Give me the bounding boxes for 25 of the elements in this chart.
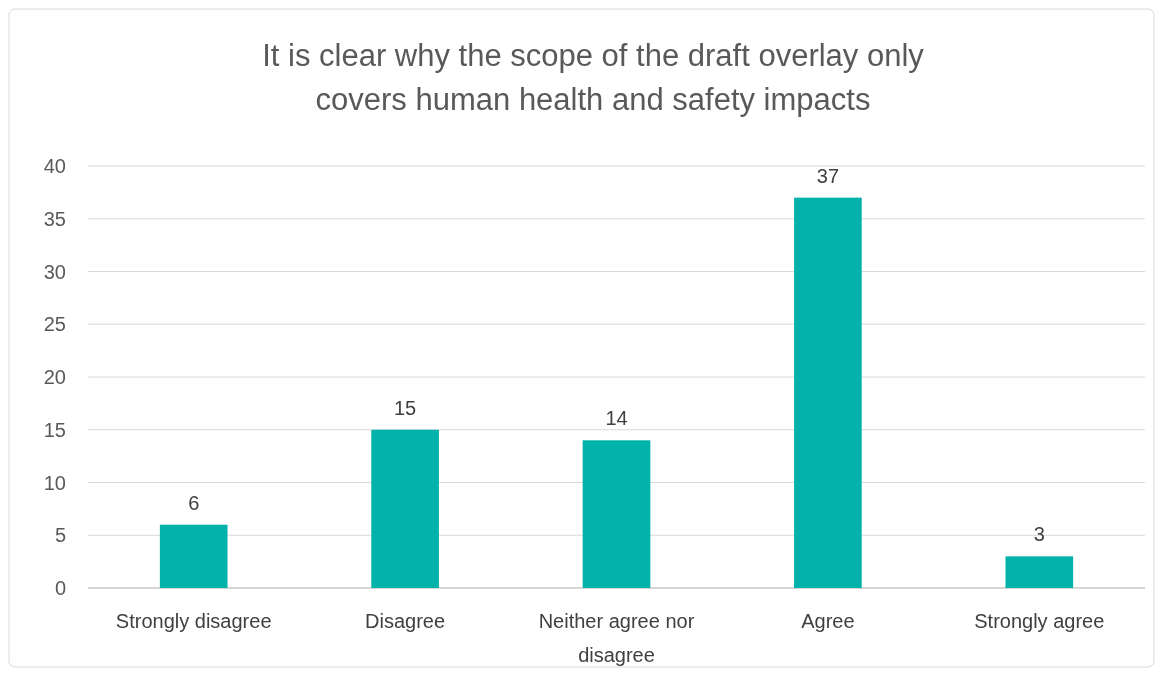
data-label: 3 (1033, 523, 1045, 546)
bar (159, 524, 228, 588)
data-label: 14 (605, 407, 628, 430)
y-tick-label: 20 (43, 366, 66, 388)
chart-title: It is clear why the scope of the draft overlay only covers human health and safety impacts (262, 38, 925, 117)
data-label: 37 (816, 164, 840, 187)
bar (582, 440, 651, 588)
x-tick-label: Strongly agree (974, 610, 1105, 632)
x-tick-label: Agree (801, 610, 855, 632)
y-tick-label: 25 (43, 313, 66, 336)
bar (371, 429, 439, 588)
y-tick-label: 40 (43, 155, 66, 177)
y-tick-label: 15 (43, 418, 66, 441)
data-label: 15 (393, 396, 417, 419)
y-tick-label: 10 (43, 471, 66, 494)
bar (794, 197, 862, 588)
data-label: 6 (188, 491, 200, 514)
y-tick-label: 5 (54, 524, 66, 547)
x-tick-label: Neither agree nor disagree (538, 610, 695, 666)
x-tick-label: Strongly disagree (115, 610, 272, 632)
x-tick-label: Disagree (365, 610, 446, 632)
y-tick-label: 35 (43, 207, 66, 230)
y-tick-label: 30 (43, 260, 66, 283)
y-tick-label: 0 (54, 577, 66, 599)
bar (1005, 556, 1074, 588)
